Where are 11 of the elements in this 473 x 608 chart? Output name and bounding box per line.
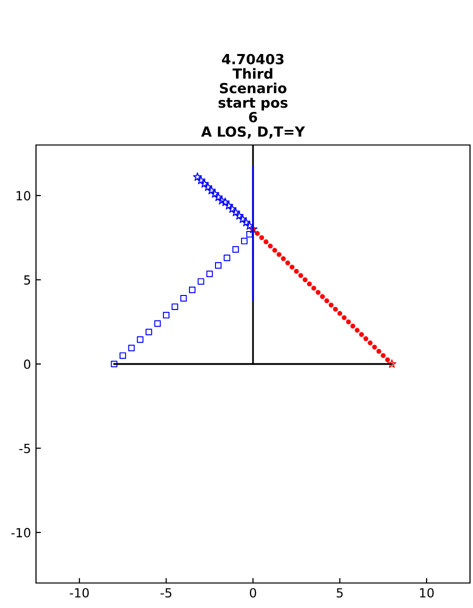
y-tick-label: -5 (19, 444, 30, 454)
chart-title: 4.70403 Third Scenario start pos 6 A LOS, D,T=Y (201, 54, 306, 139)
y-tick-label: 5 (24, 275, 30, 285)
y-tick-label: 10 (16, 191, 30, 200)
y-tick-label: -10 (11, 528, 30, 538)
x-tick-label: -5 (160, 588, 172, 598)
x-tick-label: 10 (420, 588, 434, 598)
x-tick-label: -10 (70, 588, 89, 598)
y-tick-label: 0 (24, 359, 30, 369)
x-tick-label: 0 (250, 588, 256, 598)
x-tick-label: 5 (336, 588, 343, 598)
